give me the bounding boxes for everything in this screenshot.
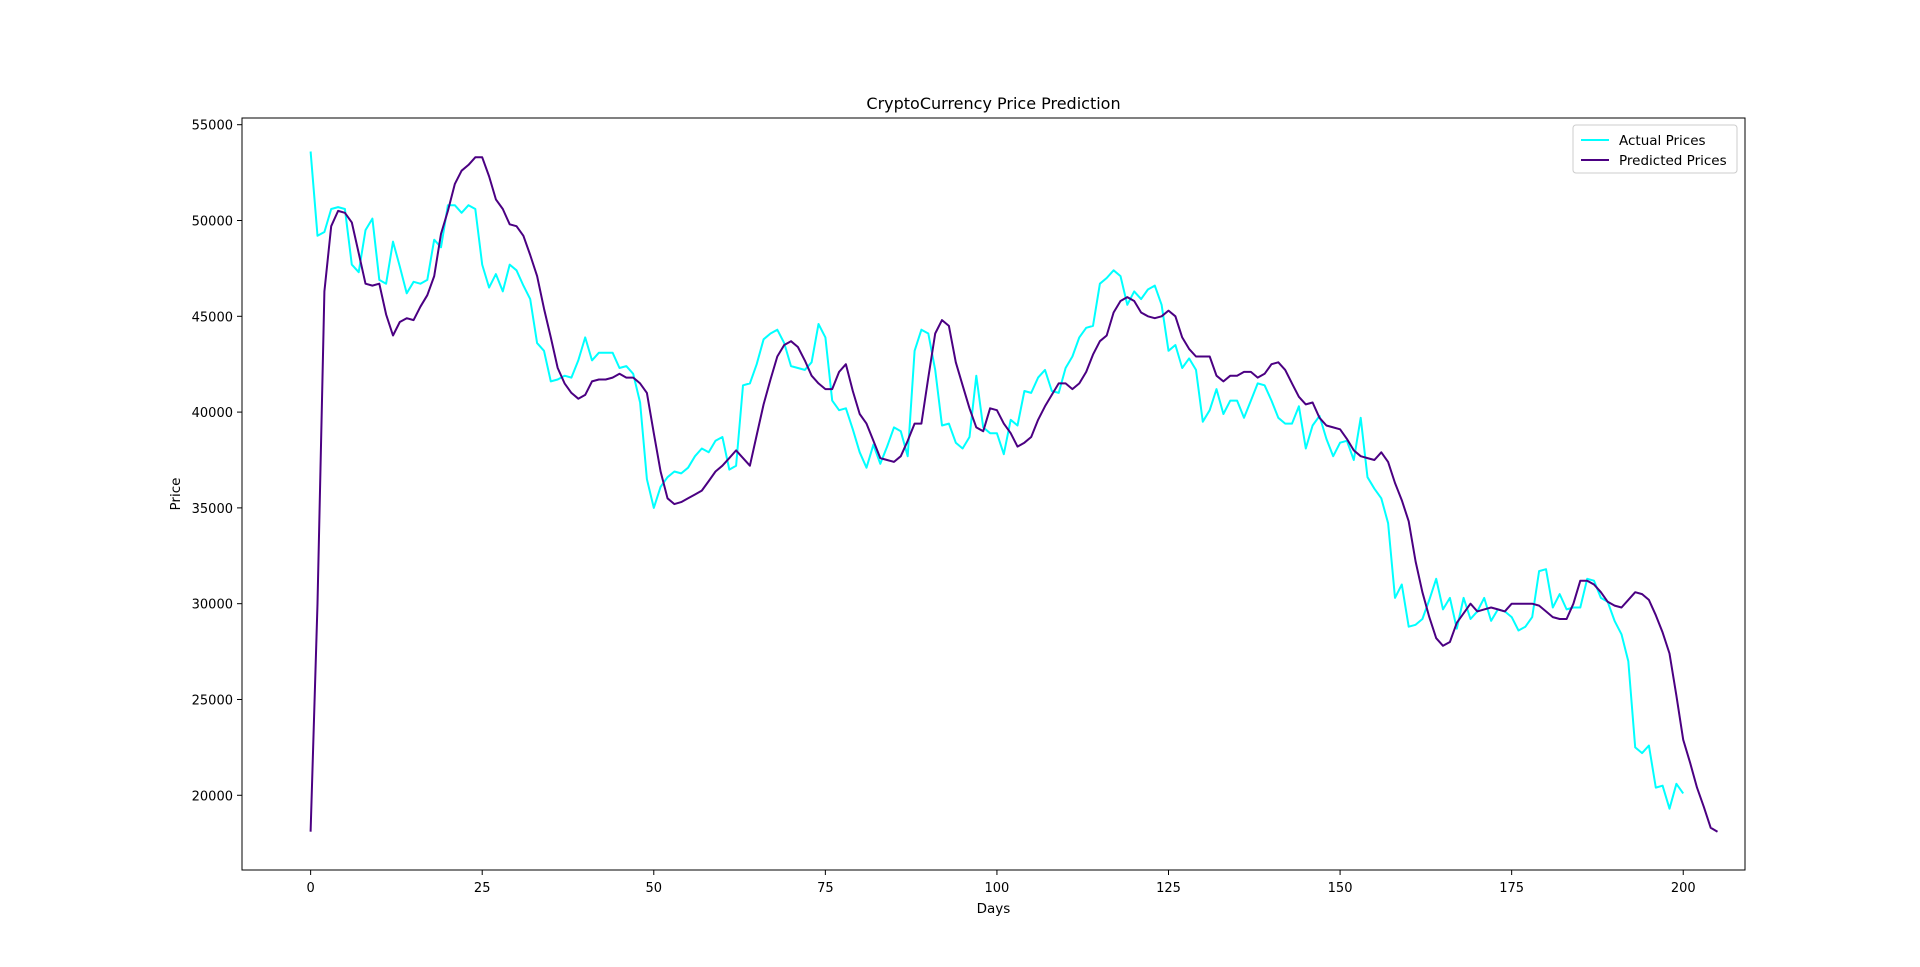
series-layer	[309, 151, 1718, 833]
y-tick-label: 20000	[192, 789, 233, 804]
y-tick-label: 55000	[192, 119, 233, 134]
x-tick-label: 200	[1671, 881, 1696, 896]
x-tick-label: 0	[306, 881, 314, 896]
x-axis: 0 25 50 75 100 125 150 175 200	[306, 870, 1696, 896]
y-tick-label: 50000	[192, 215, 233, 230]
y-tick-label: 40000	[192, 406, 233, 421]
y-tick-label: 45000	[192, 310, 233, 325]
x-tick-label: 100	[985, 881, 1010, 896]
series-line-2	[309, 156, 1718, 833]
legend-label-1: Actual Prices	[1619, 133, 1706, 149]
chart-title: CryptoCurrency Price Prediction	[866, 94, 1120, 113]
x-tick-label: 150	[1328, 881, 1353, 896]
x-tick-label: 75	[817, 881, 834, 896]
plot-border	[241, 117, 1746, 871]
legend: Actual Prices Predicted Prices	[1572, 124, 1738, 174]
y-axis-label: Price	[168, 478, 184, 511]
y-tick-label: 30000	[192, 598, 233, 613]
y-tick-label: 25000	[192, 693, 233, 708]
legend-label-2: Predicted Prices	[1619, 153, 1727, 169]
x-tick-label: 125	[1156, 881, 1181, 896]
series-line-1	[309, 151, 1685, 810]
x-tick-label: 50	[646, 881, 663, 896]
y-tick-label: 35000	[192, 502, 233, 517]
x-tick-label: 25	[474, 881, 491, 896]
plot-frame	[241, 117, 1746, 871]
legend-box	[1572, 124, 1738, 174]
x-tick-label: 175	[1499, 881, 1524, 896]
x-axis-label: Days	[977, 901, 1011, 917]
y-axis: 20000 25000 30000 35000 40000 45000 50000 55000	[192, 119, 242, 804]
